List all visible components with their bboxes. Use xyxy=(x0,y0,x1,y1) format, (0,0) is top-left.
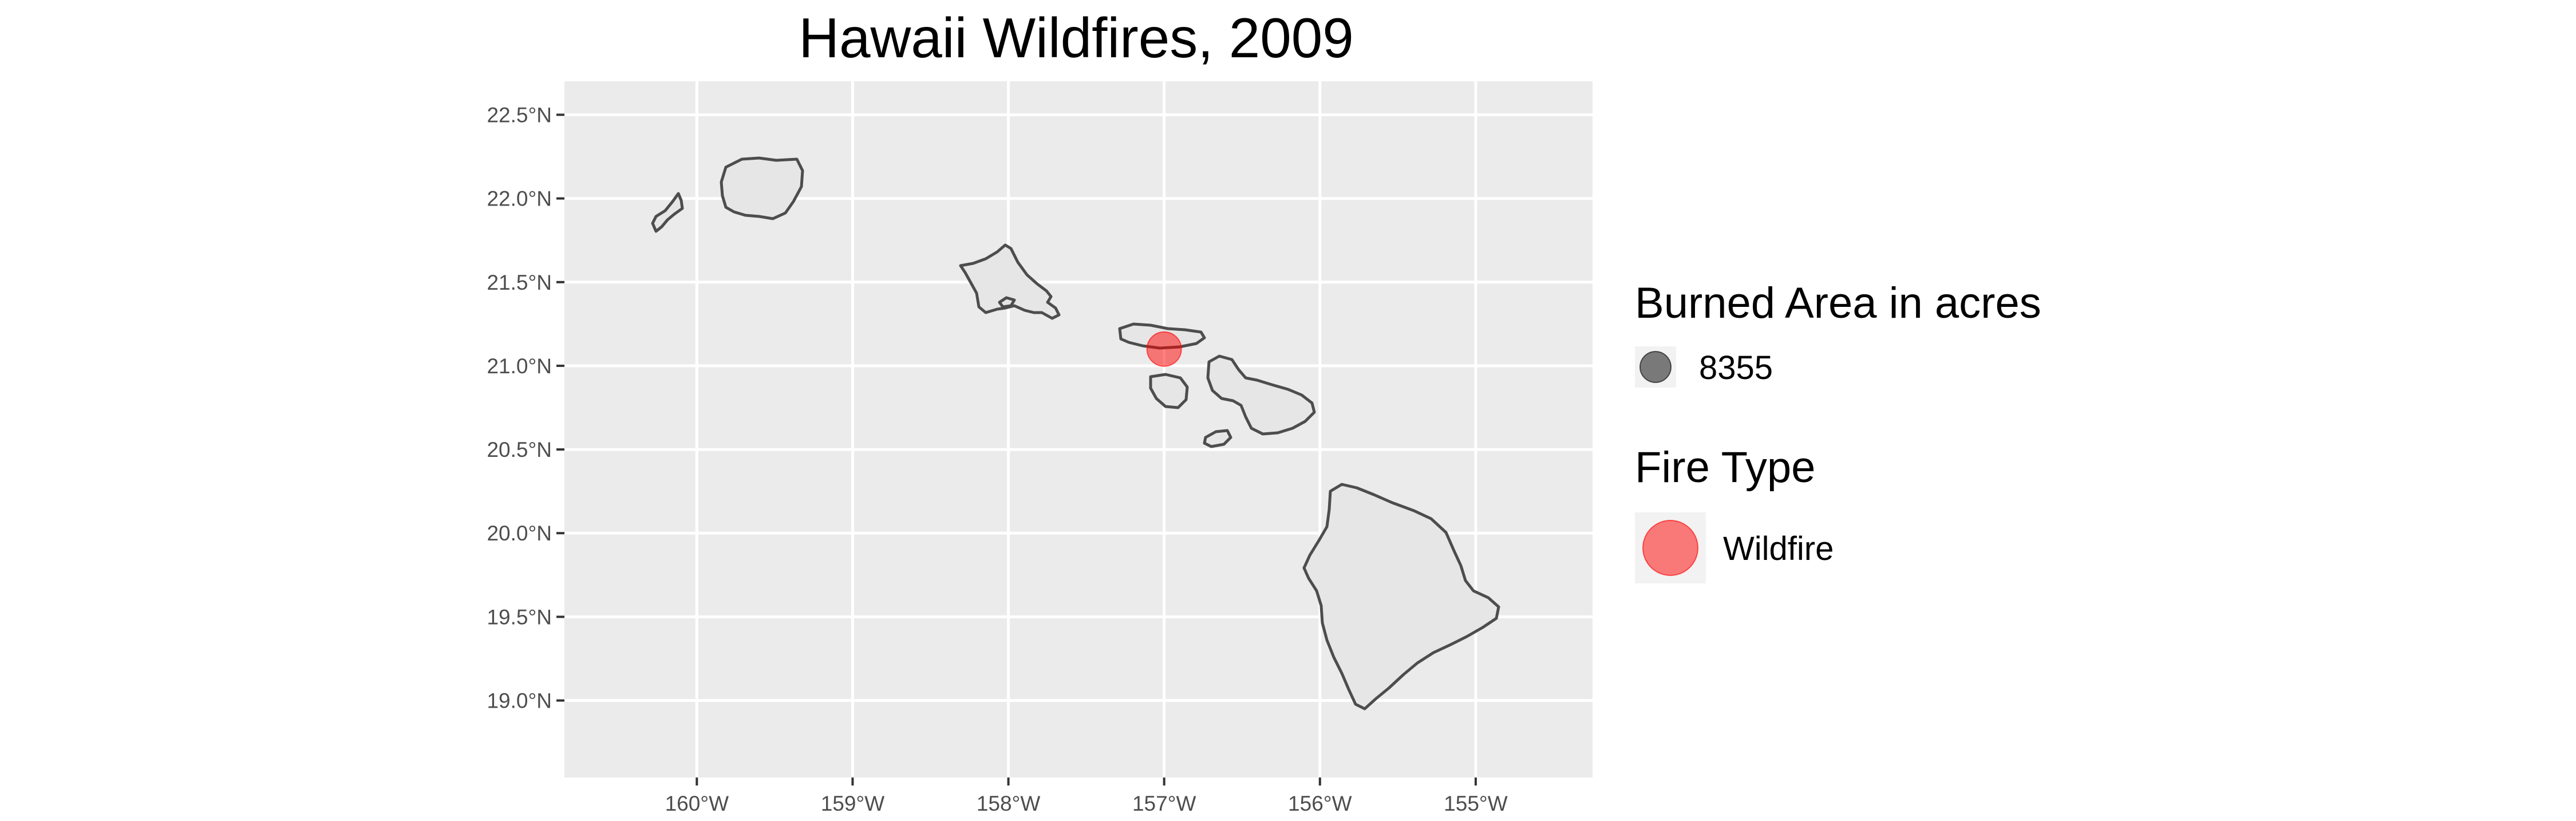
fire-points xyxy=(1146,331,1182,367)
lat-tick-label: 21.5°N xyxy=(487,271,552,294)
lon-tick-label: 155°W xyxy=(1444,792,1508,815)
fire-point xyxy=(1146,331,1182,367)
legend-burned-area: Burned Area in acres 8355 xyxy=(1635,279,2041,388)
legend-size-title: Burned Area in acres xyxy=(1635,279,2041,327)
lat-tick-label: 19.0°N xyxy=(487,689,552,713)
lat-tick-label: 21.0°N xyxy=(487,354,552,378)
legend-type-title: Fire Type xyxy=(1635,443,1815,492)
island-hawaii xyxy=(1302,483,1500,711)
longitude-axis: 160°W 159°W 158°W 157°W 156°W 155°W xyxy=(665,777,1508,815)
legend-type-label: Wildfire xyxy=(1723,530,1834,567)
legend-type-key-icon xyxy=(1642,520,1698,576)
lat-tick-label: 22.5°N xyxy=(487,103,552,127)
legend-fire-type: Fire Type Wildfire xyxy=(1635,443,1834,583)
legend-size-label: 8355 xyxy=(1699,349,1773,386)
island-niihau xyxy=(651,192,684,233)
map-title: Hawaii Wildfires, 2009 xyxy=(799,6,1353,69)
legend-size-key-icon xyxy=(1639,351,1672,383)
latitude-axis: 22.5°N 22.0°N 21.5°N 21.0°N 20.5°N 20.0°N 19.5… xyxy=(487,103,564,713)
lon-tick-label: 156°W xyxy=(1288,792,1352,815)
island-oahu xyxy=(959,243,1061,320)
island-maui xyxy=(1206,354,1316,436)
lon-tick-label: 157°W xyxy=(1132,792,1196,815)
lat-tick-label: 22.0°N xyxy=(487,187,552,211)
lon-tick-label: 159°W xyxy=(821,792,885,815)
map-panel xyxy=(564,81,1593,777)
island-oahu-harbor xyxy=(998,296,1016,309)
lat-tick-label: 20.0°N xyxy=(487,522,552,545)
island-lanai xyxy=(1149,373,1189,409)
lat-tick-label: 20.5°N xyxy=(487,438,552,461)
island-kauai xyxy=(720,156,804,220)
lat-tick-label: 19.5°N xyxy=(487,605,552,629)
lon-tick-label: 158°W xyxy=(977,792,1041,815)
island-kahoolawe xyxy=(1203,429,1232,448)
lon-tick-label: 160°W xyxy=(665,792,729,815)
